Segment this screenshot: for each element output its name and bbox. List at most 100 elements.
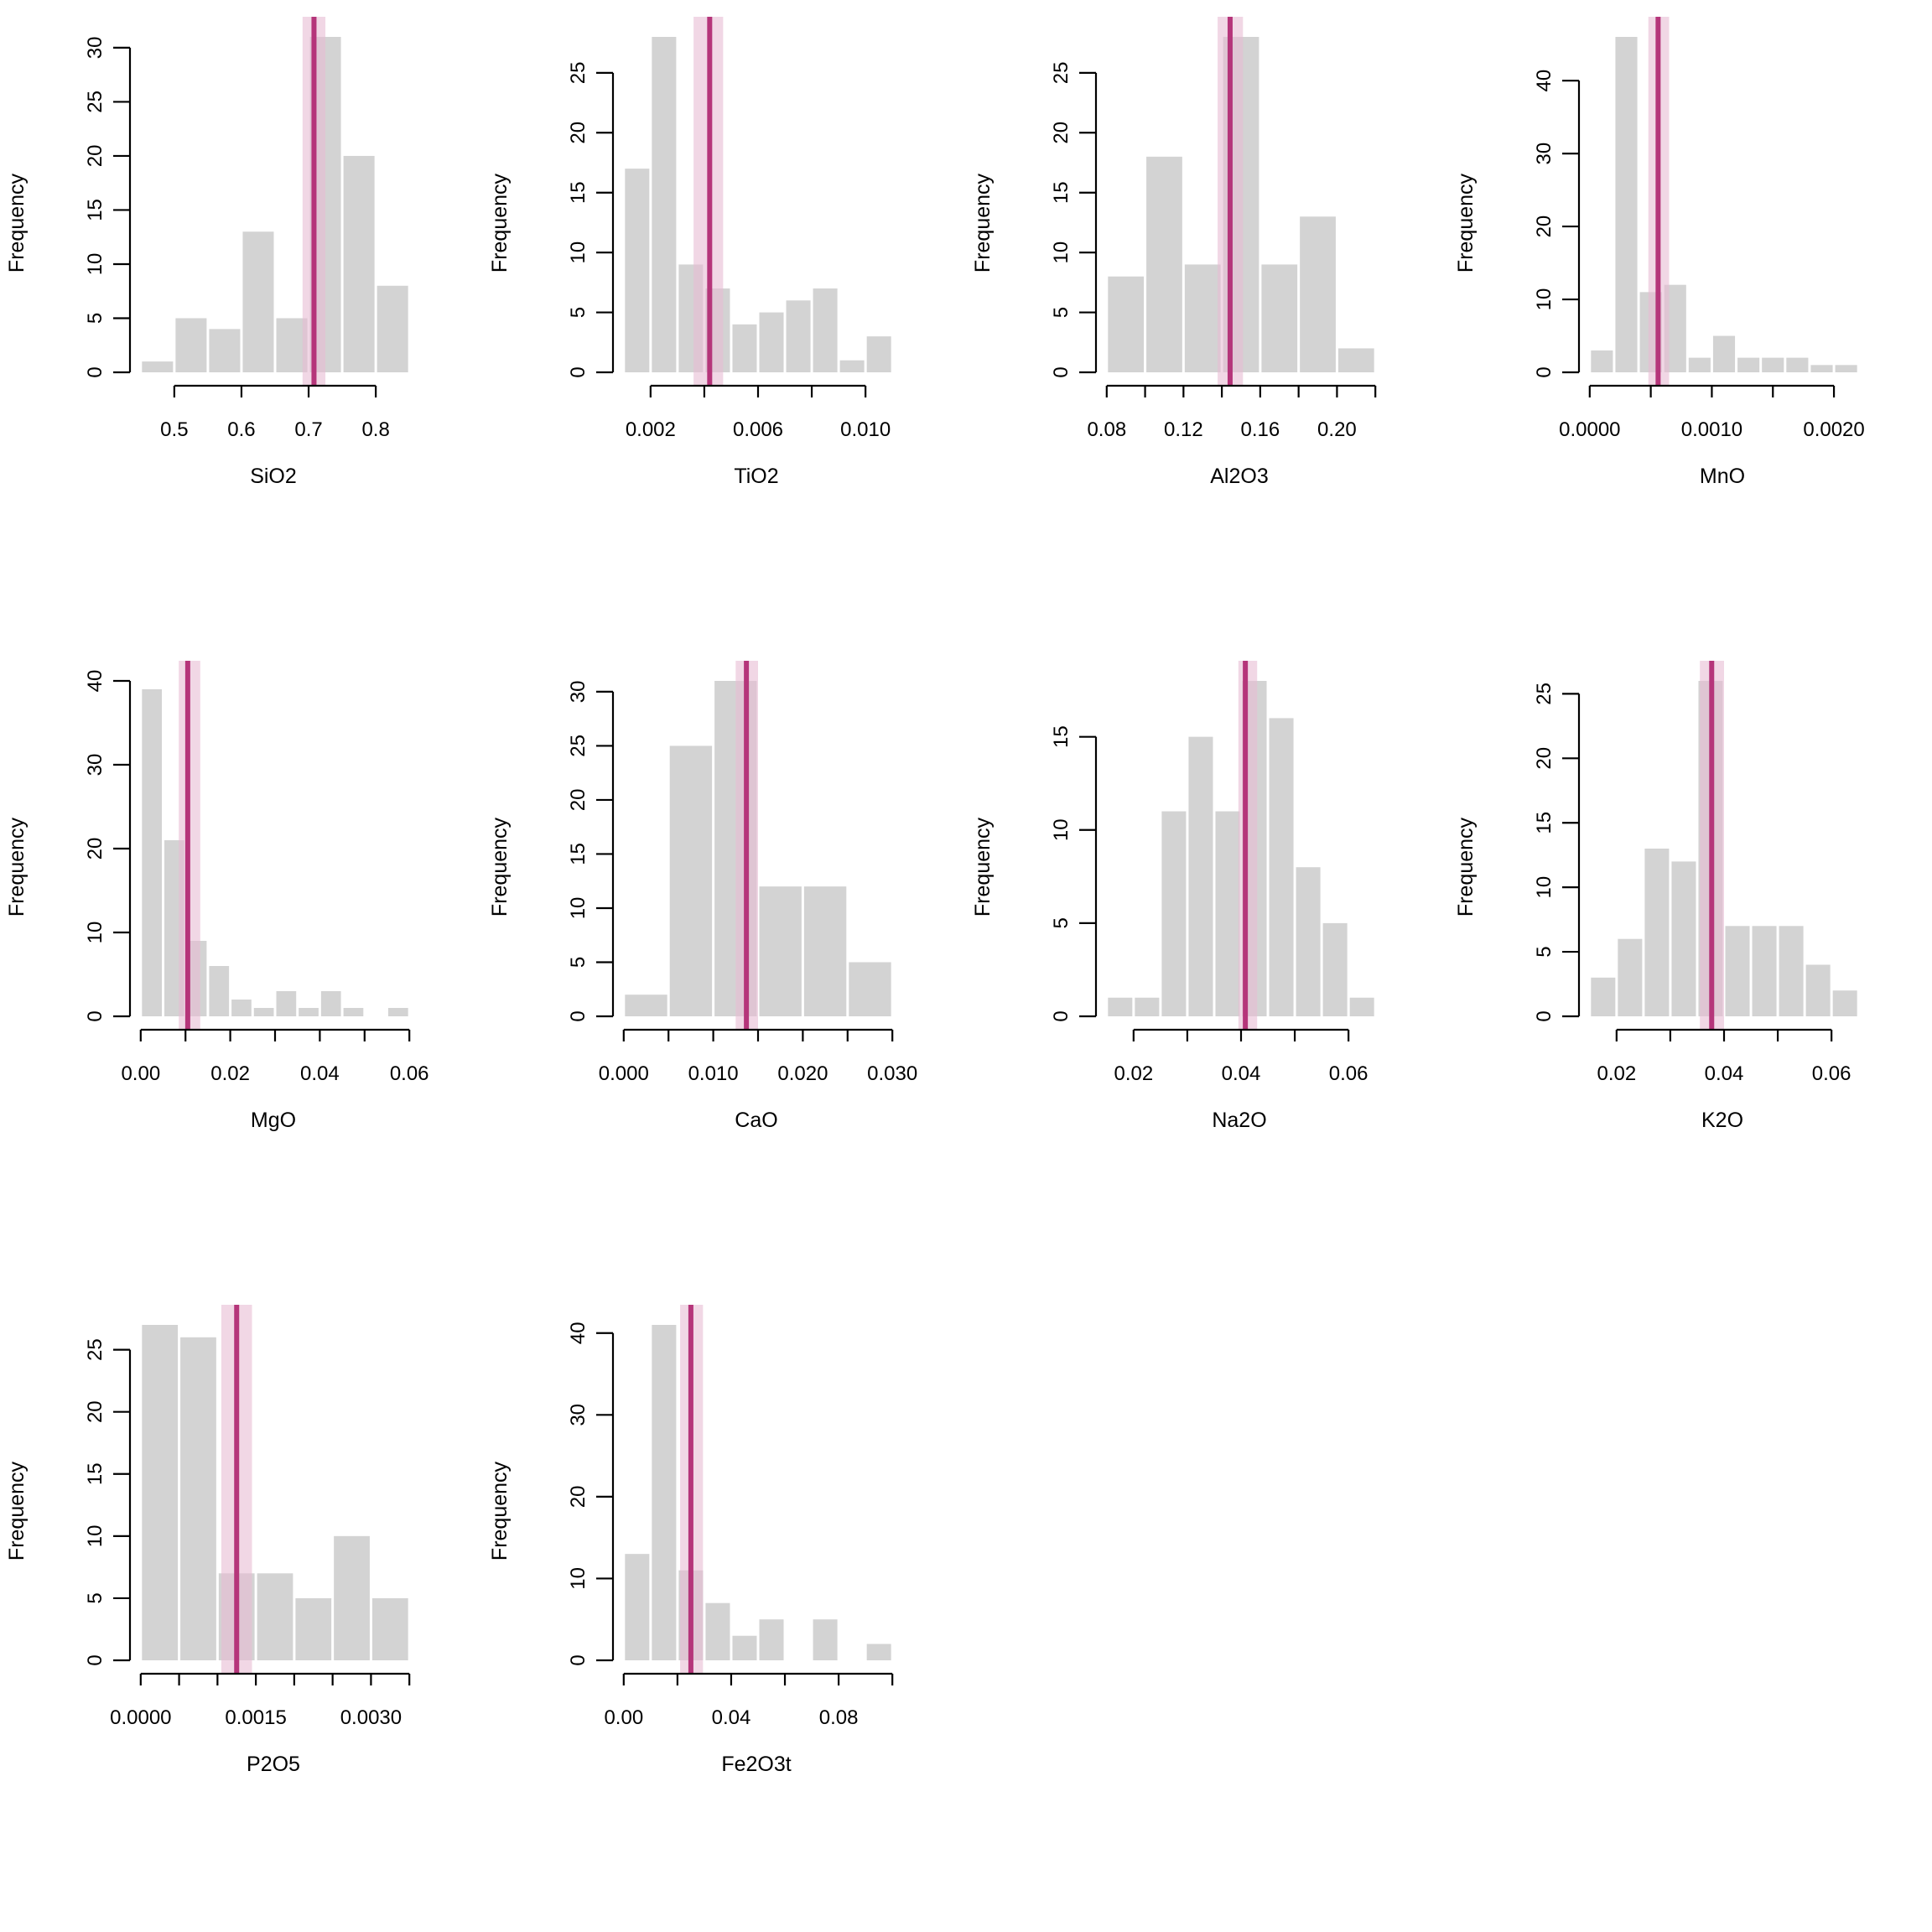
histogram-bar [1805, 964, 1831, 1016]
histogram-bar [276, 991, 297, 1016]
histogram-bar [295, 1597, 332, 1660]
y-tick-label: 0 [1533, 1010, 1555, 1021]
x-tick-label: 0.08 [819, 1706, 859, 1729]
histogram-bar [1762, 357, 1784, 372]
histogram-bar [142, 1325, 179, 1660]
histogram-bar [849, 962, 891, 1016]
x-tick-label: 0.04 [300, 1062, 340, 1085]
histogram-bar [343, 1008, 364, 1016]
y-tick-label: 10 [84, 253, 106, 276]
y-axis-label: Frequency [971, 173, 995, 273]
histogram-bar [334, 1535, 370, 1660]
histogram-bar [320, 991, 341, 1016]
y-tick-label: 25 [1050, 62, 1072, 85]
y-tick-label: 15 [84, 1462, 106, 1485]
y-tick-label: 30 [84, 754, 106, 776]
x-tick-label: 0.6 [227, 418, 255, 441]
histogram-bar [759, 312, 784, 372]
histogram-bar [377, 285, 408, 372]
x-tick-label: 0.06 [390, 1062, 429, 1085]
x-tick-label: 0.7 [294, 418, 322, 441]
histogram-panel-fe2o3t: 0 10 20 30 40 0.00 0.04 0.08 Fe2O3t Frequency [488, 1305, 894, 1776]
x-tick-label: 0.0010 [1681, 418, 1742, 441]
x-tick-label: 0.04 [712, 1706, 751, 1729]
histogram-bar [231, 1000, 252, 1016]
y-tick-label: 10 [567, 897, 589, 920]
y-tick-label: 0 [84, 1010, 106, 1021]
y-tick-label: 10 [84, 922, 106, 944]
histogram-panel-k2o: 0 5 10 15 20 25 0.02 0.04 0.06 K2O Frequency [1454, 661, 1857, 1132]
x-tick-label: 0.006 [733, 418, 783, 441]
y-tick-label: 5 [84, 313, 106, 324]
histogram-bar [343, 155, 375, 372]
histogram-bar [759, 1619, 784, 1660]
y-tick-label: 20 [567, 1486, 589, 1509]
y-tick-label: 0 [84, 1654, 106, 1665]
x-tick-label: 0.08 [1087, 418, 1126, 441]
histogram-bar [1108, 997, 1133, 1016]
x-tick-label: 0.010 [840, 418, 891, 441]
histogram-bar [1712, 335, 1736, 372]
histogram-bar [1108, 276, 1145, 372]
y-axis-label: Frequency [5, 173, 29, 273]
histogram-bar [1671, 861, 1696, 1016]
x-tick-label: 0.02 [1114, 1062, 1153, 1085]
x-axis-label: P2O5 [247, 1753, 300, 1776]
y-tick-label: 0 [84, 366, 106, 377]
histogram-bar [625, 995, 667, 1016]
y-tick-label: 0 [567, 1010, 589, 1021]
x-axis-label: Na2O [1212, 1109, 1266, 1132]
y-tick-label: 5 [567, 957, 589, 968]
x-tick-label: 0.04 [1705, 1062, 1744, 1085]
histogram-bar [669, 745, 713, 1016]
y-tick-label: 15 [1050, 181, 1072, 204]
histogram-panel-al2o3: 0 5 10 15 20 25 0.08 0.12 0.16 0.20 Al2O3 Frequency [971, 17, 1377, 488]
x-tick-label: 0.000 [599, 1062, 649, 1085]
y-tick-label: 20 [1533, 747, 1555, 770]
histogram-bar [1337, 348, 1374, 372]
y-tick-label: 0 [1050, 366, 1072, 377]
x-tick-label: 0.020 [777, 1062, 828, 1085]
histogram-panel-sio2: 0 5 10 15 20 25 30 0.5 0.6 0.7 0.8 SiO2 Frequency [5, 17, 408, 488]
histogram-bar [1725, 926, 1750, 1016]
histogram-bar [1188, 736, 1213, 1016]
y-axis-label: Frequency [488, 1461, 512, 1561]
x-tick-label: 0.02 [1597, 1062, 1636, 1085]
x-tick-label: 0.002 [626, 418, 676, 441]
histogram-bar [1615, 37, 1638, 372]
y-tick-label: 20 [84, 838, 106, 860]
y-tick-label: 10 [1050, 818, 1072, 841]
y-tick-label: 0 [1533, 366, 1555, 377]
histogram-bar [839, 360, 865, 372]
histogram-bar [1591, 977, 1616, 1016]
histogram-bar [705, 1602, 730, 1660]
x-tick-label: 0.030 [867, 1062, 917, 1085]
y-axis-label: Frequency [1454, 817, 1478, 917]
histogram-bar [1161, 811, 1187, 1016]
y-tick-label: 10 [84, 1525, 106, 1548]
histogram-panel-na2o: 0 5 10 15 0.02 0.04 0.06 Na2O Frequency [971, 661, 1374, 1132]
y-tick-label: 5 [567, 307, 589, 318]
histogram-bar [652, 37, 677, 372]
x-tick-label: 0.0030 [340, 1706, 402, 1729]
histogram-panel-tio2: 0 5 10 15 20 25 0.002 0.006 0.010 TiO2 Frequency [488, 17, 891, 488]
histogram-bar [242, 231, 274, 372]
histogram-bar [813, 1619, 838, 1660]
histogram-bar [1591, 350, 1613, 372]
histogram-bar [299, 1008, 319, 1016]
y-tick-label: 5 [84, 1592, 106, 1603]
histogram-bar [1810, 365, 1833, 372]
histogram-bar [652, 1325, 677, 1660]
histogram-bar [1349, 997, 1374, 1016]
histogram-bar [257, 1573, 293, 1660]
y-tick-label: 20 [567, 122, 589, 144]
y-tick-label: 20 [1050, 122, 1072, 144]
histogram-bar [1300, 216, 1336, 372]
x-tick-label: 0.0000 [110, 1706, 171, 1729]
x-axis-label: MgO [251, 1109, 296, 1132]
y-tick-label: 30 [84, 37, 106, 60]
y-tick-label: 5 [1050, 307, 1072, 318]
histogram-panel-mgo: 0 10 20 30 40 0.00 0.02 0.04 0.06 MgO Frequency [5, 661, 429, 1132]
y-tick-label: 30 [567, 1404, 589, 1426]
histogram-bar [1786, 357, 1809, 372]
